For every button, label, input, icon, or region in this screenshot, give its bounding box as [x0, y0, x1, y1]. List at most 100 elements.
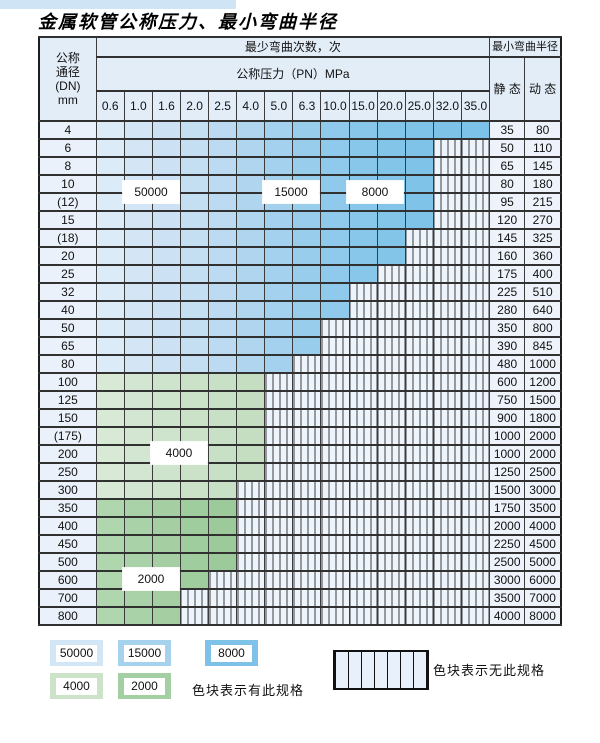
spec-available-cell: [320, 228, 350, 248]
no-spec-cell: [348, 354, 378, 374]
no-spec-cell: [292, 588, 322, 608]
no-spec-cell: [376, 498, 406, 518]
spec-available-cell: [376, 246, 406, 266]
no-spec-cell: [236, 570, 266, 590]
no-spec-cell: [264, 372, 294, 392]
spec-available-cell: [123, 390, 153, 410]
no-spec-cell: [432, 246, 462, 266]
spec-available-cell: [348, 156, 378, 176]
dn-value: 450: [38, 534, 97, 554]
spec-available-cell: [179, 264, 210, 284]
dynamic-radius-value: 5000: [524, 552, 562, 572]
spec-available-cell: [179, 282, 210, 302]
spec-available-cell: [151, 408, 181, 428]
no-spec-cell: [292, 516, 322, 536]
page-title: 金属软管公称压力、最小弯曲半径: [38, 12, 338, 32]
legend-no-spec-swatch: [333, 650, 429, 690]
no-spec-cell: [320, 498, 350, 518]
spec-available-cell: [151, 606, 181, 626]
spec-available-cell: [123, 588, 153, 608]
spec-available-cell: [208, 300, 238, 320]
spec-available-cell: [320, 264, 350, 284]
dynamic-radius-value: 2000: [524, 444, 562, 464]
spec-available-cell: [151, 138, 181, 158]
no-spec-cell: [292, 570, 322, 590]
spec-available-cell: [123, 264, 153, 284]
dn-header-line2: 通径: [55, 65, 80, 79]
static-radius-value: 2250: [489, 534, 526, 554]
dn-value: 500: [38, 552, 97, 572]
dn-value: 400: [38, 516, 97, 536]
dn-header-line3: (DN): [55, 79, 81, 93]
pressure-column-header: 4.0: [236, 90, 266, 122]
dynamic-radius-value: 3500: [524, 498, 562, 518]
spec-available-cell: [292, 246, 322, 266]
spec-available-cell: [179, 534, 210, 554]
static-radius-value: 1750: [489, 498, 526, 518]
table-row: 8 65 145: [38, 156, 562, 176]
no-spec-cell: [292, 426, 322, 446]
no-spec-cell: [292, 462, 322, 482]
dn-value: 700: [38, 588, 97, 608]
no-spec-cell: [404, 552, 434, 572]
spec-available-cell: [151, 336, 181, 356]
no-spec-cell: [432, 318, 462, 338]
no-spec-cell: [432, 390, 462, 410]
no-spec-cell: [348, 444, 378, 464]
no-spec-cell: [404, 318, 434, 338]
no-spec-cell: [376, 372, 406, 392]
no-spec-cell: [264, 444, 294, 464]
dn-value: 4: [38, 120, 97, 140]
spec-available-cell: [208, 516, 238, 536]
spec-available-cell: [208, 264, 238, 284]
no-spec-cell: [432, 372, 462, 392]
static-radius-value: 750: [489, 390, 526, 410]
spec-available-cell: [123, 318, 153, 338]
dynamic-radius-value: 510: [524, 282, 562, 302]
dn-value: 25: [38, 264, 97, 284]
spec-available-cell: [348, 246, 378, 266]
no-spec-cell: [292, 498, 322, 518]
legend-swatch-label: 15000: [124, 644, 165, 662]
spec-available-cell: [123, 138, 153, 158]
spec-available-cell: [264, 120, 294, 140]
dn-value: 350: [38, 498, 97, 518]
no-spec-cell: [432, 192, 462, 212]
spec-available-cell: [264, 264, 294, 284]
spec-available-cell: [404, 210, 434, 230]
no-spec-cell: [264, 570, 294, 590]
no-spec-cell: [460, 462, 491, 482]
static-radius-value: 65: [489, 156, 526, 176]
table-row: 50 350 800: [38, 318, 562, 338]
spec-available-cell: [95, 606, 125, 626]
spec-available-cell: [264, 156, 294, 176]
table-row: 32 225 510: [38, 282, 562, 302]
no-spec-cell: [460, 192, 491, 212]
no-spec-cell: [404, 534, 434, 554]
no-spec-cell: [236, 516, 266, 536]
no-spec-cell: [404, 336, 434, 356]
spec-available-cell: [404, 174, 434, 194]
dynamic-radius-value: 400: [524, 264, 562, 284]
spec-available-cell: [151, 552, 181, 572]
spec-available-cell: [292, 336, 322, 356]
spec-available-cell: [95, 282, 125, 302]
no-spec-cell: [404, 372, 434, 392]
spec-available-cell: [95, 210, 125, 230]
no-spec-cell: [432, 138, 462, 158]
table-row: 125 750 1500: [38, 390, 562, 410]
spec-available-cell: [264, 300, 294, 320]
spec-available-cell: [208, 390, 238, 410]
spec-available-cell: [123, 354, 153, 374]
spec-available-cell: [151, 156, 181, 176]
spec-available-cell: [208, 498, 238, 518]
spec-available-cell: [236, 408, 266, 428]
spec-available-cell: [236, 336, 266, 356]
spec-available-cell: [264, 246, 294, 266]
spec-available-cell: [179, 210, 210, 230]
dynamic-radius-value: 325: [524, 228, 562, 248]
spec-available-cell: [95, 498, 125, 518]
spec-available-cell: [236, 210, 266, 230]
spec-available-cell: [320, 282, 350, 302]
dn-value: 250: [38, 462, 97, 482]
